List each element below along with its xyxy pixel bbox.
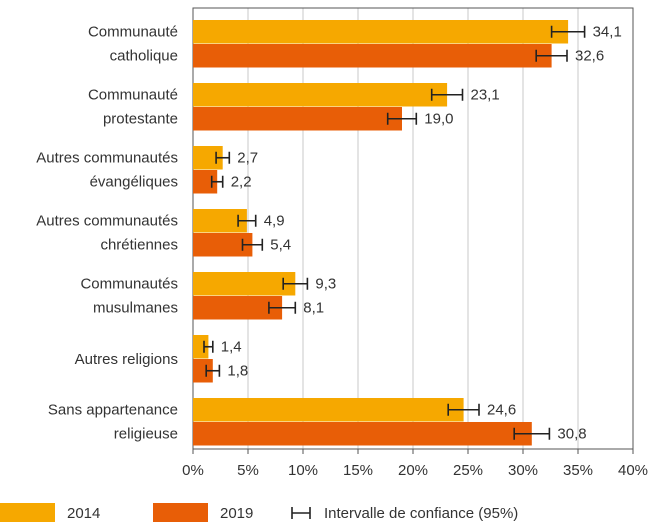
bar: [193, 233, 253, 257]
x-tick-label: 5%: [237, 462, 259, 479]
data-label: 30,8: [557, 426, 586, 443]
bar: [193, 20, 569, 44]
x-tick-label: 20%: [398, 462, 428, 479]
bar: [193, 422, 532, 446]
error-bar: [386, 112, 418, 125]
x-tick-label: 0%: [182, 462, 204, 479]
data-label: 9,3: [315, 276, 336, 293]
x-tick-label: 15%: [343, 462, 373, 479]
error-bar: [215, 151, 231, 164]
x-tick-label: 40%: [618, 462, 648, 479]
y-tick-label-line: religieuse: [114, 425, 178, 442]
error-bar: [268, 301, 297, 314]
y-tick-label-line: Communautés: [80, 275, 178, 292]
data-label: 4,9: [264, 213, 285, 230]
legend-swatch: [153, 503, 208, 522]
bar: [193, 83, 448, 107]
error-bar: [430, 88, 464, 101]
y-tick-label-line: Communauté: [88, 23, 178, 40]
y-tick-label-line: Autres communautés: [36, 149, 178, 166]
legend-label: 2019: [220, 505, 253, 522]
data-label: 2,7: [237, 150, 258, 167]
x-tick-label: 10%: [288, 462, 318, 479]
data-label: 24,6: [487, 402, 516, 419]
bar: [193, 107, 402, 131]
y-tick-label-line: protestante: [103, 110, 178, 127]
x-tick-label: 25%: [453, 462, 483, 479]
y-tick-label: Communauté protestante: [88, 86, 178, 127]
error-bar: [203, 340, 214, 353]
bar: [193, 146, 223, 170]
x-tick-label: 35%: [563, 462, 593, 479]
y-tick-label: Communautés musulmanes: [80, 275, 178, 316]
data-label: 34,1: [593, 24, 622, 41]
error-bar: [447, 403, 480, 416]
y-tick-label: Autres communautés évangéliques: [36, 149, 178, 190]
error-bar: [282, 277, 309, 290]
y-tick-label: Autres religions: [75, 351, 178, 368]
error-bar: [237, 214, 257, 227]
y-tick-label-line: chrétiennes: [100, 236, 178, 253]
error-bar: [535, 49, 568, 62]
data-label: 8,1: [303, 300, 324, 317]
legend-label: 2014: [67, 505, 100, 522]
bar: [193, 272, 296, 296]
error-bar: [210, 175, 224, 188]
legend-label: Intervalle de confiance (95%): [324, 505, 518, 522]
bar: [193, 359, 213, 383]
x-tick-label: 30%: [508, 462, 538, 479]
y-tick-label-line: catholique: [110, 47, 178, 64]
data-label: 32,6: [575, 48, 604, 65]
y-tick-label-line: musulmanes: [93, 299, 178, 316]
error-bar: [241, 238, 264, 251]
data-label: 23,1: [471, 87, 500, 104]
y-tick-label-line: Autres communautés: [36, 212, 178, 229]
bar: [193, 296, 283, 320]
error-bar: [205, 364, 221, 377]
y-tick-label: Sans appartenance religieuse: [48, 401, 178, 442]
data-label: 2,2: [231, 174, 252, 191]
bar: [193, 398, 464, 422]
data-label: 1,4: [221, 339, 242, 356]
data-label: 19,0: [424, 111, 453, 128]
y-tick-label: Communauté catholique: [88, 23, 178, 64]
legend-swatch: [0, 503, 55, 522]
y-tick-label-line: Communauté: [88, 86, 178, 103]
y-tick-label-line: évangéliques: [90, 173, 178, 190]
y-tick-label-line: Sans appartenance: [48, 401, 178, 418]
data-label: 5,4: [270, 237, 291, 254]
error-bar: [550, 25, 586, 38]
y-tick-label-line: Autres religions: [75, 351, 178, 368]
legend-error-symbol: [291, 507, 311, 519]
y-tick-label: Autres communautés chrétiennes: [36, 212, 178, 253]
bar: [193, 44, 552, 68]
error-bar: [513, 427, 551, 440]
bar: [193, 209, 247, 233]
data-label: 1,8: [227, 363, 248, 380]
